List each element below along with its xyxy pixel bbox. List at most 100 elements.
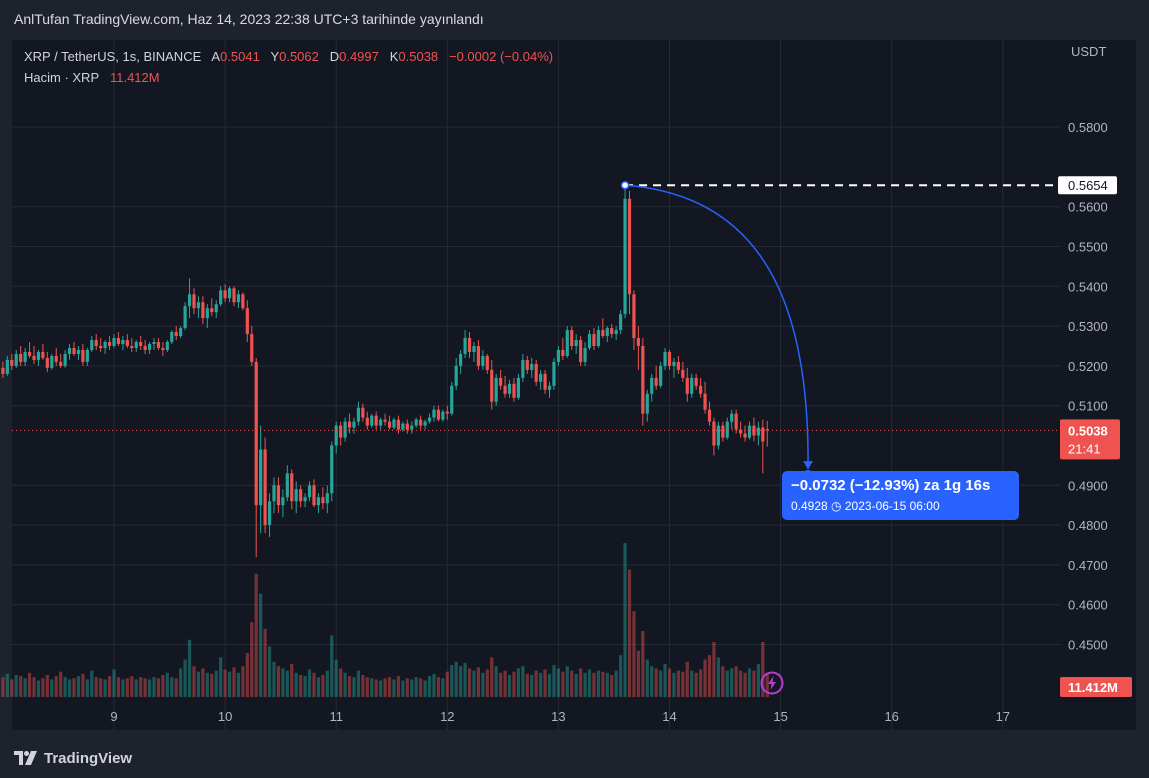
volume-bar (499, 672, 503, 697)
volume-bar (356, 670, 361, 697)
candle-body (445, 411, 449, 414)
publication-bar: AnlTufan TradingView.com, Haz 14, 2023 2… (0, 0, 1149, 40)
volume-bar (81, 673, 85, 697)
legend-volume-label[interactable]: Hacim · XRP (24, 70, 100, 85)
candle-body (90, 340, 94, 350)
candle-body (330, 445, 334, 494)
candle-body (36, 351, 41, 360)
volume-bar (645, 659, 649, 697)
last-price-badge (1060, 419, 1120, 460)
volume-bar (143, 678, 147, 697)
volume-bar (574, 673, 578, 697)
candle-body (623, 198, 627, 315)
candle-body (63, 353, 67, 366)
candle-body (227, 288, 232, 299)
footer-brand[interactable]: TradingView (14, 746, 132, 770)
legend-volume-value: 11.412M (109, 70, 160, 85)
candle-body (739, 429, 743, 434)
candle-body (170, 332, 174, 343)
candle-body (210, 308, 214, 313)
candle-body (316, 497, 321, 506)
candle-body (610, 328, 614, 335)
volume-bar (19, 676, 23, 697)
volume-bar (410, 679, 414, 697)
y-tick-label: 0.5500 (1068, 240, 1108, 255)
volume-bar (556, 668, 560, 697)
volume-bar (739, 670, 743, 697)
candle-body (276, 485, 281, 506)
candle-body (765, 429, 769, 431)
candle-body (707, 409, 712, 422)
volume-bar (681, 671, 685, 697)
volume-bar (192, 666, 196, 697)
candle-body (147, 344, 152, 350)
volume-bar (743, 672, 747, 697)
candle-body (272, 485, 276, 502)
volume-bar (316, 677, 321, 697)
volume-bar (525, 673, 529, 697)
candle-body (179, 328, 183, 337)
candle-body (205, 308, 209, 319)
legend-ohlc-row: XRP / TetherUS, 1s, BINANCE A0.5041 Y0.5… (24, 46, 553, 67)
candle-body (690, 377, 694, 394)
volume-bar (450, 665, 454, 697)
candle-body (387, 421, 392, 428)
y-tick-label: 0.5200 (1068, 359, 1108, 374)
volume-bar (130, 676, 134, 697)
volume-bar (361, 675, 365, 697)
volume-bar (503, 670, 507, 697)
candle-body (543, 373, 547, 390)
candle-body (50, 355, 54, 368)
high-marker-label: 0.5654 (1068, 178, 1108, 193)
volume-bar (179, 668, 183, 697)
candle-body (716, 425, 720, 446)
legend-close-label: K (389, 49, 399, 64)
volume-bar (14, 675, 18, 697)
candle-body (76, 349, 81, 354)
candle-body (636, 338, 640, 346)
volume-bar (539, 672, 543, 697)
volume-bar (219, 657, 223, 697)
candle-body (325, 493, 329, 504)
candle-body (694, 377, 698, 386)
candle-body (481, 355, 485, 366)
candle-body (156, 342, 161, 348)
candle-body (165, 342, 169, 350)
candle-body (281, 497, 285, 506)
volume-bar (5, 673, 9, 697)
volume-bar (85, 679, 89, 697)
volume-bar (663, 664, 667, 697)
volume-bar (379, 680, 383, 697)
overlay: 0.5654 0.5038 21:41 11.412M (12, 176, 1132, 697)
candles (1, 185, 769, 557)
volume-bar (423, 680, 427, 697)
legend-symbol[interactable]: XRP / TetherUS, 1s, BINANCE (24, 49, 202, 64)
x-tick-label: 15 (773, 709, 787, 724)
volume-bar (672, 672, 676, 697)
lightning-icon[interactable] (760, 671, 784, 695)
volume-bar (27, 672, 32, 697)
volume-bar (72, 678, 76, 697)
candle-body (396, 419, 401, 430)
volume-bar (543, 669, 547, 697)
candle-body (454, 365, 458, 386)
candle-body (241, 294, 245, 309)
volume-bar (125, 678, 129, 697)
volume-bar (605, 672, 609, 697)
volume-bar (467, 668, 472, 697)
chart-frame[interactable] (12, 40, 1136, 730)
candle-body (321, 497, 325, 504)
volume-bar (427, 676, 432, 697)
measure-start-dot (620, 180, 630, 190)
volume-bar (699, 669, 703, 697)
volume-bar (445, 671, 449, 697)
y-tick-label: 0.5400 (1068, 279, 1108, 294)
volume-bar (285, 670, 289, 697)
candle-body (574, 340, 578, 346)
volume-bar (490, 657, 494, 697)
volume-bar (334, 659, 338, 697)
volume-bar (667, 668, 672, 697)
volume-bar (170, 677, 174, 697)
volume-bar (485, 669, 489, 697)
